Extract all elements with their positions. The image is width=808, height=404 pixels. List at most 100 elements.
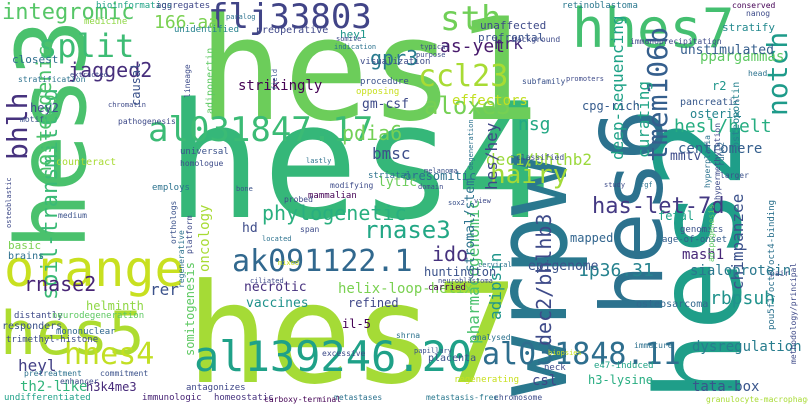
word: centromere (678, 141, 763, 157)
word: orange (4, 240, 185, 298)
word: dec2/bhlhb3 (532, 213, 556, 346)
word: medium (58, 211, 87, 220)
word: adiponectin (205, 47, 216, 114)
word: chromatin (108, 101, 146, 109)
word: indication (334, 43, 377, 51)
word: degeneration (467, 119, 475, 170)
word: flj33803 (208, 0, 372, 37)
word: domain (418, 183, 444, 191)
word: unaffected (480, 19, 547, 32)
word: visualization (360, 57, 431, 67)
word: pathogenesis (118, 117, 176, 126)
word: hey2 (30, 101, 59, 115)
word: al031847.17 (148, 110, 374, 150)
word: pair (770, 269, 790, 278)
word: gpr3 (370, 46, 419, 70)
word: granulocyte-macrophage (706, 395, 808, 404)
word: causal (129, 62, 143, 106)
word: sialoprotein (690, 263, 792, 279)
word: span (300, 225, 320, 234)
word: mononuclear (56, 327, 116, 337)
word: fetal (658, 209, 695, 223)
word: jagged2 (68, 58, 153, 82)
word: neurodegeneration (52, 311, 145, 321)
word: biopsies (548, 349, 582, 357)
word: presomitic (404, 169, 477, 183)
word: trimethyl-histone (6, 335, 99, 345)
word: bone (236, 185, 253, 193)
word: hhes4 (64, 337, 155, 372)
word: undifferentiated (4, 393, 91, 403)
word: al139246.20 (194, 332, 473, 381)
word: opposing (356, 87, 400, 97)
word: bhlh (1, 92, 34, 160)
word: tata-box (692, 379, 760, 395)
word: osteopontin (731, 81, 742, 148)
word: hrk (494, 34, 523, 53)
word: necrotic (244, 280, 307, 295)
word: field (271, 68, 279, 90)
word: probed (284, 195, 313, 204)
word: genomics (680, 225, 724, 235)
word: split (38, 27, 135, 65)
word: rnase3 (364, 216, 451, 244)
word: modifying (330, 181, 374, 190)
word: heyl (18, 356, 57, 375)
word: chromosome (494, 393, 543, 402)
word: hey1 (340, 28, 367, 41)
word: pretreatment (24, 369, 82, 378)
word: antagonizes (186, 383, 246, 393)
word: e47-induced (594, 361, 654, 371)
word: stratify (722, 21, 775, 34)
word: hesl/helt (674, 116, 772, 137)
word: immature (634, 341, 673, 350)
word: helminth (86, 299, 144, 313)
word: conserved (732, 1, 776, 10)
word: neuroblastoma (438, 277, 493, 285)
word: responders (2, 321, 63, 332)
word: located (262, 235, 292, 243)
word: commitment (100, 369, 149, 378)
word: background (512, 35, 561, 44)
word: ciliated (250, 277, 284, 285)
word: h3-lysine (588, 373, 654, 387)
word: homologue (180, 159, 224, 168)
word: classified (516, 153, 565, 162)
word: mammalian (308, 191, 357, 201)
word: immunoprecipitation (630, 37, 722, 46)
word: effectors (452, 93, 528, 109)
word: hes5 (0, 299, 145, 369)
word: al031848.11 (482, 337, 681, 372)
word: methodology/principal (789, 262, 798, 364)
word: pancreatic (680, 97, 741, 108)
word: hes1 (198, 0, 540, 153)
word: view (474, 197, 491, 205)
word: has-let-7d (592, 194, 725, 219)
word: ppargammas (700, 49, 785, 65)
word: mapped (570, 231, 614, 245)
word: pou5f1/oct3/oct4-binding (767, 199, 777, 330)
word: platform (185, 215, 194, 254)
word: curating (634, 80, 653, 158)
word: hes4 (166, 68, 552, 255)
word: analysed (472, 333, 511, 342)
word: refined (348, 296, 399, 310)
word: purpose (416, 51, 446, 59)
word: dysregulation (692, 339, 802, 355)
word: cervical (478, 261, 512, 269)
word: 1p36.31 (578, 260, 654, 281)
word: pdia6 (342, 121, 403, 145)
word: carboxy-terminal (264, 395, 342, 404)
word: motif (20, 115, 45, 124)
word: melanoma (424, 167, 458, 175)
word: enhancer (60, 377, 99, 386)
word: retinoblastoma (562, 1, 638, 11)
word: mixed (278, 259, 300, 267)
word: 166-aa (154, 12, 220, 33)
word: sox2 (448, 199, 465, 207)
word: epigenome (528, 259, 599, 274)
word: medicine (84, 17, 128, 27)
word: procedure (360, 77, 409, 87)
word: as-yet (440, 36, 506, 57)
word: nanog (746, 9, 771, 18)
